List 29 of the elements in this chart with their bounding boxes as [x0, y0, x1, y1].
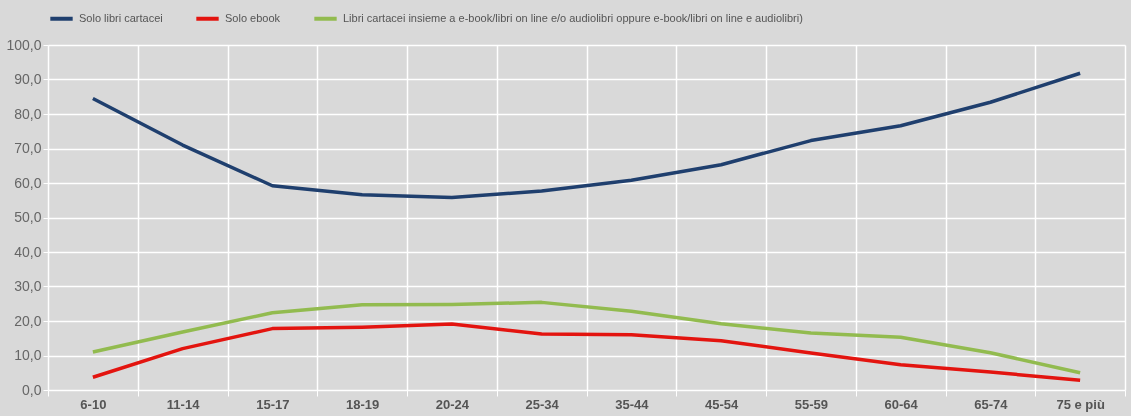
line-series	[91, 71, 1082, 200]
y-tick-label: 40,0	[14, 243, 42, 260]
y-tick-label: 30,0	[14, 278, 42, 294]
y-tick-label: 100,0	[6, 36, 42, 53]
line-series	[91, 322, 1082, 383]
legend-label: Libri cartacei insieme a e-book/libri on line e/o audiolibri oppure e-book/libri on line e audiolibri)	[343, 11, 803, 24]
y-tick-label: 60,0	[14, 174, 42, 191]
x-tick-label: 11-14	[166, 396, 201, 412]
x-tick-label: 18-19	[346, 396, 380, 412]
line-series	[91, 300, 1082, 375]
y-tick-label: 50,0	[14, 209, 42, 225]
y-tick-label: 80,0	[14, 105, 42, 122]
y-tick-label: 90,0	[14, 71, 42, 87]
x-tick-label: 65-74	[974, 396, 1009, 412]
y-tick-label: 10,0	[14, 347, 42, 363]
x-tick-label: 20-24	[435, 396, 470, 412]
x-tick-label: 6-10	[80, 396, 107, 412]
x-tick-label: 45-54	[705, 396, 740, 412]
x-tick-label: 35-44	[615, 396, 650, 412]
legend-label: Solo libri cartacei	[79, 11, 163, 24]
x-tick-label: 55-59	[794, 396, 828, 412]
x-tick-label: 75 e più	[1056, 396, 1105, 412]
x-tick-label: 15-17	[256, 396, 290, 412]
x-tick-label: 25-34	[525, 396, 560, 412]
legend-label: Solo ebook	[225, 11, 281, 24]
y-tick-label: 70,0	[14, 140, 42, 156]
x-tick-label: 60-64	[884, 396, 919, 412]
y-tick-label: 0,0	[22, 381, 42, 398]
y-tick-label: 20,0	[14, 312, 42, 329]
